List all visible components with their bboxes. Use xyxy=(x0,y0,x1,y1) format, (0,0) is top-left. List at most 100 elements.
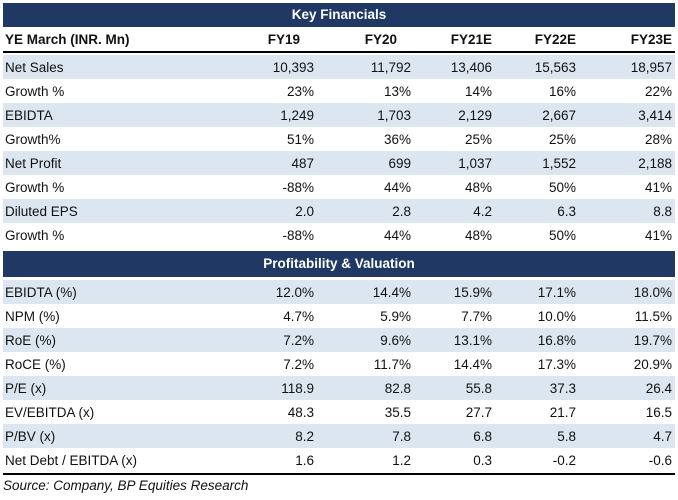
column-header-ye-march: YE March (INR. Mn) xyxy=(5,31,130,47)
cell-value: 15,563 xyxy=(534,59,576,75)
cell-value: -88% xyxy=(282,179,314,195)
cell-value: 27.7 xyxy=(465,404,492,420)
table-row: Growth% 51% 36% 25% 25% 28% xyxy=(3,127,675,151)
cell-value: 23% xyxy=(286,83,314,99)
table-row: Net Sales 10,393 11,792 13,406 15,563 18… xyxy=(3,55,675,79)
cell-value: 13% xyxy=(383,83,411,99)
cell-value: 16% xyxy=(548,83,576,99)
table-row: Net Profit 487 699 1,037 1,552 2,188 xyxy=(3,151,675,175)
row-label: NPM (%) xyxy=(5,308,60,324)
cell-value: 8.2 xyxy=(295,428,314,444)
cell-value: 11,792 xyxy=(370,59,411,75)
cell-value: 48% xyxy=(464,179,492,195)
row-label: Growth % xyxy=(5,227,65,243)
cell-value: 118.9 xyxy=(281,380,314,396)
table-row: P/BV (x) 8.2 7.8 6.8 5.8 4.7 xyxy=(3,424,675,448)
profitability-valuation-rows: EBIDTA (%) 12.0% 14.4% 15.9% 17.1% 18.0%… xyxy=(3,280,675,472)
cell-value: 7.2% xyxy=(283,332,314,348)
cell-value: 10,393 xyxy=(272,59,314,75)
cell-value: 7.8 xyxy=(392,428,411,444)
table-row: Net Debt / EBITDA (x) 1.6 1.2 0.3 -0.2 -… xyxy=(3,448,675,472)
cell-value: 48.3 xyxy=(287,404,314,420)
cell-value: 4.7% xyxy=(283,308,314,324)
row-label: Net Debt / EBITDA (x) xyxy=(5,452,138,468)
cell-value: 2,129 xyxy=(458,107,492,123)
cell-value: 14% xyxy=(464,83,492,99)
cell-value: 17.3% xyxy=(537,356,576,372)
cell-value: 10.0% xyxy=(537,308,576,324)
table-row: EV/EBITDA (x) 48.3 35.5 27.7 21.7 16.5 xyxy=(3,400,675,424)
cell-value: 13.1% xyxy=(453,332,492,348)
table-row: EBIDTA (%) 12.0% 14.4% 15.9% 17.1% 18.0% xyxy=(3,280,675,304)
column-header-fy22e: FY22E xyxy=(534,31,576,47)
table-row: RoE (%) 7.2% 9.6% 13.1% 16.8% 19.7% xyxy=(3,328,675,352)
cell-value: 7.2% xyxy=(283,356,314,372)
cell-value: 2.0 xyxy=(295,203,314,219)
cell-value: 17.1% xyxy=(537,284,576,300)
cell-value: 44% xyxy=(383,227,411,243)
cell-value: 7.7% xyxy=(461,308,492,324)
cell-value: 699 xyxy=(388,155,411,171)
row-label: Net Profit xyxy=(5,155,62,171)
cell-value: 55.8 xyxy=(465,380,492,396)
source-note: Source: Company, BP Equities Research xyxy=(3,473,675,493)
cell-value: 6.3 xyxy=(557,203,576,219)
row-label: EBIDTA xyxy=(5,107,53,123)
cell-value: 1,037 xyxy=(458,155,492,171)
row-label: Diluted EPS xyxy=(5,203,78,219)
cell-value: 16.5 xyxy=(645,404,672,420)
row-label: Growth% xyxy=(5,131,61,147)
cell-value: 50% xyxy=(548,179,576,195)
column-header-fy20: FY20 xyxy=(364,31,397,47)
cell-value: 25% xyxy=(464,131,492,147)
cell-value: 22% xyxy=(644,83,672,99)
cell-value: 1,552 xyxy=(542,155,576,171)
cell-value: 21.7 xyxy=(549,404,576,420)
cell-value: 9.6% xyxy=(380,332,411,348)
cell-value: 1.2 xyxy=(392,452,411,468)
cell-value: 1,249 xyxy=(280,107,314,123)
cell-value: 18,957 xyxy=(630,59,672,75)
row-label: EBIDTA (%) xyxy=(5,284,77,300)
section-header-key-financials: Key Financials xyxy=(3,3,675,27)
cell-value: 11.7% xyxy=(373,356,411,372)
cell-value: 4.2 xyxy=(473,203,492,219)
section-header-profitability-valuation: Profitability & Valuation xyxy=(3,251,675,277)
cell-value: 41% xyxy=(644,227,672,243)
row-label: RoCE (%) xyxy=(5,356,66,372)
cell-value: 19.7% xyxy=(633,332,672,348)
cell-value: -0.2 xyxy=(552,452,576,468)
cell-value: 13,406 xyxy=(450,59,492,75)
table-row: Growth % -88% 44% 48% 50% 41% xyxy=(3,175,675,199)
row-label: P/E (x) xyxy=(5,380,47,396)
cell-value: -88% xyxy=(282,227,314,243)
cell-value: 51% xyxy=(286,131,314,147)
cell-value: 12.0% xyxy=(275,284,314,300)
cell-value: 3,414 xyxy=(638,107,672,123)
cell-value: 35.5 xyxy=(384,404,411,420)
table-row: Growth % 23% 13% 14% 16% 22% xyxy=(3,79,675,103)
cell-value: 26.4 xyxy=(645,380,672,396)
table-row: Growth % -88% 44% 48% 50% 41% xyxy=(3,223,675,247)
cell-value: 14.4% xyxy=(453,356,492,372)
cell-value: 2.8 xyxy=(392,203,411,219)
cell-value: 44% xyxy=(383,179,411,195)
cell-value: 0.3 xyxy=(473,452,492,468)
row-label: RoE (%) xyxy=(5,332,57,348)
cell-value: 15.9% xyxy=(453,284,492,300)
cell-value: 1.6 xyxy=(295,452,314,468)
cell-value: -0.6 xyxy=(648,452,672,468)
cell-value: 36% xyxy=(383,131,411,147)
cell-value: 4.7 xyxy=(653,428,672,444)
cell-value: 5.8 xyxy=(557,428,576,444)
cell-value: 1,703 xyxy=(377,107,411,123)
cell-value: 18.0% xyxy=(633,284,672,300)
table-row: EBIDTA 1,249 1,703 2,129 2,667 3,414 xyxy=(3,103,675,127)
row-label: Growth % xyxy=(5,179,65,195)
cell-value: 5.9% xyxy=(380,308,411,324)
cell-value: 20.9% xyxy=(633,356,672,372)
cell-value: 6.8 xyxy=(473,428,492,444)
cell-value: 25% xyxy=(548,131,576,147)
cell-value: 41% xyxy=(644,179,672,195)
